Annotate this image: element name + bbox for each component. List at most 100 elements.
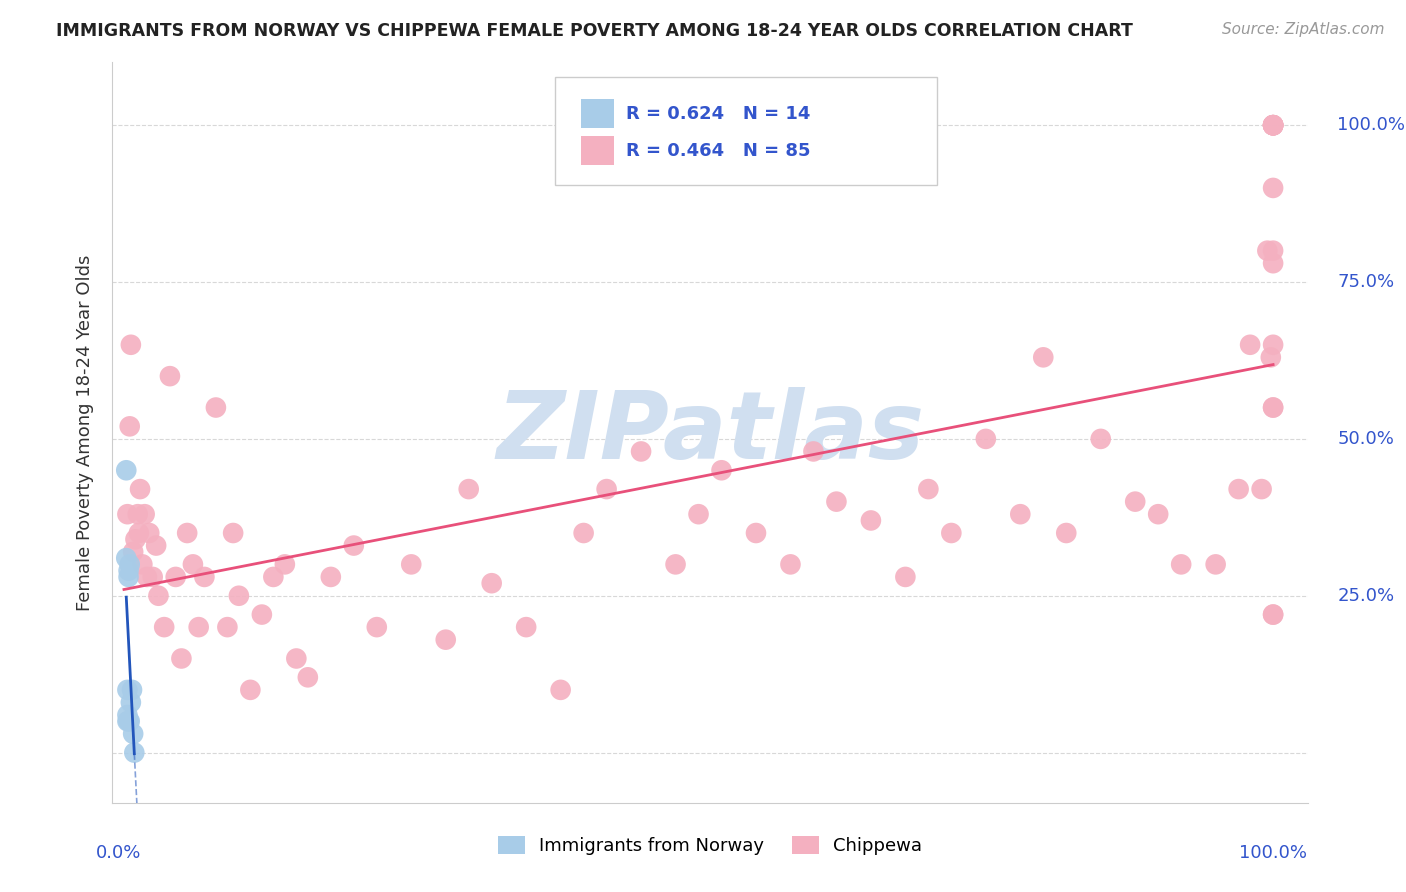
Point	[124, 533, 146, 547]
Point	[131, 558, 153, 572]
Text: R = 0.624   N = 14: R = 0.624 N = 14	[627, 104, 811, 122]
Text: R = 0.464   N = 85: R = 0.464 N = 85	[627, 142, 811, 160]
Legend: Immigrants from Norway, Chippewa: Immigrants from Norway, Chippewa	[489, 827, 931, 864]
Point	[1261, 118, 1284, 132]
Point	[127, 507, 149, 521]
Point	[1261, 607, 1284, 622]
Point	[153, 620, 176, 634]
Point	[401, 558, 423, 572]
Point	[550, 682, 572, 697]
Point	[917, 482, 939, 496]
Point	[118, 419, 141, 434]
Point	[710, 463, 733, 477]
Point	[118, 558, 141, 572]
Point	[228, 589, 250, 603]
Point	[779, 558, 801, 572]
Point	[1010, 507, 1032, 521]
Point	[481, 576, 503, 591]
Text: 50.0%: 50.0%	[1337, 430, 1395, 448]
Point	[366, 620, 388, 634]
FancyBboxPatch shape	[554, 78, 938, 185]
Point	[434, 632, 457, 647]
Point	[859, 513, 882, 527]
Point	[688, 507, 710, 521]
Point	[159, 369, 181, 384]
Text: 75.0%: 75.0%	[1337, 273, 1395, 291]
Point	[1054, 526, 1077, 541]
Point	[118, 714, 141, 729]
Point	[1250, 482, 1272, 496]
Point	[117, 570, 139, 584]
Point	[274, 558, 297, 572]
Point	[1261, 118, 1284, 132]
Point	[1261, 607, 1284, 622]
Point	[222, 526, 245, 541]
Point	[1261, 118, 1284, 132]
Point	[1261, 244, 1284, 258]
Point	[205, 401, 228, 415]
Point	[745, 526, 768, 541]
Point	[165, 570, 187, 584]
Point	[319, 570, 342, 584]
Point	[129, 482, 152, 496]
Point	[1239, 338, 1261, 352]
Point	[117, 714, 139, 729]
Point	[145, 539, 167, 553]
Point	[1261, 338, 1284, 352]
Text: 0.0%: 0.0%	[96, 844, 141, 862]
Point	[250, 607, 273, 622]
Point	[664, 558, 686, 572]
Point	[117, 564, 139, 578]
Point	[1261, 401, 1284, 415]
Point	[176, 526, 198, 541]
Point	[1170, 558, 1192, 572]
Point	[1261, 181, 1284, 195]
Point	[1227, 482, 1250, 496]
Point	[1032, 351, 1054, 365]
Point	[1261, 118, 1284, 132]
Point	[1261, 401, 1284, 415]
Point	[217, 620, 239, 634]
Point	[825, 494, 848, 508]
Point	[121, 682, 143, 697]
Point	[1261, 118, 1284, 132]
Point	[181, 558, 204, 572]
Point	[193, 570, 215, 584]
Point	[187, 620, 209, 634]
Point	[117, 507, 139, 521]
Text: 100.0%: 100.0%	[1337, 116, 1406, 134]
Point	[136, 570, 159, 584]
Point	[1205, 558, 1227, 572]
Point	[134, 507, 156, 521]
Point	[572, 526, 595, 541]
Point	[170, 651, 193, 665]
Point	[117, 682, 139, 697]
Point	[941, 526, 963, 541]
Text: IMMIGRANTS FROM NORWAY VS CHIPPEWA FEMALE POVERTY AMONG 18-24 YEAR OLDS CORRELAT: IMMIGRANTS FROM NORWAY VS CHIPPEWA FEMAL…	[56, 22, 1133, 40]
Point	[122, 727, 145, 741]
Point	[120, 338, 142, 352]
Point	[297, 670, 319, 684]
Point	[1260, 351, 1282, 365]
Point	[117, 708, 139, 723]
Point	[148, 589, 170, 603]
Point	[285, 651, 308, 665]
Point	[1261, 118, 1284, 132]
Point	[1256, 244, 1278, 258]
Point	[1123, 494, 1146, 508]
Point	[974, 432, 997, 446]
Point	[1090, 432, 1112, 446]
Text: Source: ZipAtlas.com: Source: ZipAtlas.com	[1222, 22, 1385, 37]
Point	[128, 526, 150, 541]
Point	[142, 570, 165, 584]
Point	[343, 539, 366, 553]
Text: 25.0%: 25.0%	[1337, 587, 1395, 605]
FancyBboxPatch shape	[581, 99, 614, 128]
Text: 100.0%: 100.0%	[1239, 844, 1308, 862]
Point	[1261, 256, 1284, 270]
Point	[630, 444, 652, 458]
Point	[457, 482, 479, 496]
Point	[803, 444, 825, 458]
Point	[515, 620, 537, 634]
Point	[138, 526, 160, 541]
